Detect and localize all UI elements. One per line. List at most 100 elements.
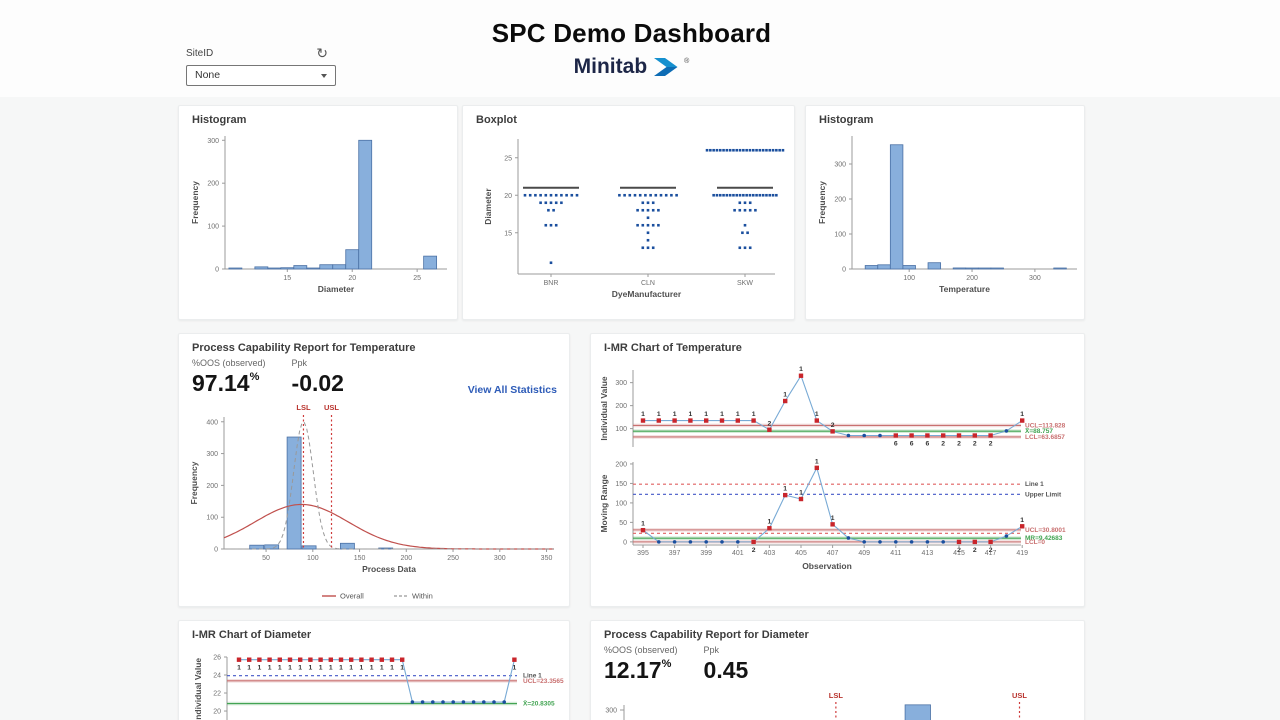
svg-text:6: 6	[894, 441, 898, 448]
refresh-icon[interactable]: ↻	[316, 45, 328, 61]
svg-text:1: 1	[258, 665, 262, 672]
svg-text:1: 1	[736, 411, 740, 418]
svg-text:1: 1	[349, 665, 353, 672]
svg-text:2: 2	[957, 547, 961, 554]
svg-text:100: 100	[615, 426, 627, 433]
svg-text:300: 300	[605, 708, 617, 715]
svg-text:100: 100	[206, 515, 218, 522]
svg-text:2: 2	[957, 441, 961, 448]
minitab-wordmark: Minitab	[573, 55, 648, 78]
oos-value: 97.14%	[192, 370, 260, 396]
svg-text:100: 100	[903, 275, 915, 282]
svg-text:1: 1	[278, 665, 282, 672]
siteid-filter: SiteID ↻ None	[186, 45, 336, 86]
svg-text:401: 401	[732, 550, 744, 557]
chevron-down-icon	[321, 74, 327, 78]
svg-text:Temperature: Temperature	[939, 284, 990, 294]
svg-text:X̄=20.8305: X̄=20.8305	[523, 699, 555, 708]
svg-text:50: 50	[619, 520, 627, 527]
svg-text:1: 1	[752, 411, 756, 418]
svg-text:Frequency: Frequency	[190, 181, 200, 224]
svg-text:300: 300	[207, 138, 219, 145]
svg-text:300: 300	[1029, 275, 1041, 282]
ppk-label: Ppk	[291, 358, 308, 368]
svg-text:1: 1	[513, 665, 517, 672]
minitab-logo-icon	[654, 58, 678, 76]
svg-text:2: 2	[768, 420, 772, 427]
svg-text:26: 26	[213, 655, 221, 662]
svg-text:1: 1	[689, 411, 693, 418]
histogram-temperature-card: Histogram 0 100 200 300 100 200 300 Frequency Te…	[805, 105, 1085, 320]
svg-text:405: 405	[795, 550, 807, 557]
svg-text:1: 1	[783, 392, 787, 399]
imr-temperature-card: I-MR Chart of Temperature 100 200 300 Indiv…	[590, 333, 1085, 607]
svg-text:Diameter: Diameter	[318, 284, 355, 294]
siteid-dropdown-value: None	[195, 69, 221, 81]
card-title: Histogram	[192, 114, 247, 126]
svg-text:Overall: Overall	[340, 592, 364, 601]
svg-text:UCL=23.3565: UCL=23.3565	[523, 678, 564, 685]
capability-stats: %OOS (observed) 97.14% Ppk -0.02	[192, 358, 344, 397]
svg-text:1: 1	[360, 665, 364, 672]
svg-text:LSL: LSL	[296, 403, 311, 412]
svg-text:2: 2	[941, 441, 945, 448]
oos-label: %OOS (observed)	[192, 358, 266, 368]
svg-text:Process Data: Process Data	[362, 564, 416, 574]
svg-text:1: 1	[657, 411, 661, 418]
svg-text:1: 1	[1020, 411, 1024, 418]
oos-stat: %OOS (observed) 97.14%	[192, 358, 266, 397]
histogram-diameter-card: Histogram 0 100 200 300 15 20 25 Frequency Diame…	[178, 105, 458, 320]
svg-text:Within: Within	[412, 592, 433, 601]
svg-text:USL: USL	[324, 403, 339, 412]
svg-text:Line 1: Line 1	[523, 673, 542, 680]
svg-text:6: 6	[910, 441, 914, 448]
svg-text:200: 200	[615, 403, 627, 410]
svg-text:200: 200	[207, 181, 219, 188]
svg-text:22: 22	[213, 691, 221, 698]
oos-stat: %OOS (observed) 12.17%	[604, 645, 678, 684]
svg-text:20: 20	[348, 275, 356, 282]
svg-text:395: 395	[637, 550, 649, 557]
svg-text:1: 1	[247, 665, 251, 672]
svg-text:LSL: LSL	[829, 691, 844, 700]
svg-text:1: 1	[831, 515, 835, 522]
svg-text:150: 150	[354, 555, 366, 562]
svg-text:200: 200	[834, 197, 846, 204]
svg-text:200: 200	[615, 461, 627, 468]
svg-text:1: 1	[390, 665, 394, 672]
svg-text:1: 1	[641, 411, 645, 418]
svg-text:1: 1	[783, 486, 787, 493]
svg-text:407: 407	[827, 550, 839, 557]
svg-text:399: 399	[700, 550, 712, 557]
svg-text:413: 413	[922, 550, 934, 557]
capability-stats: %OOS (observed) 12.17% Ppk 0.45	[604, 645, 748, 684]
ppk-value: 0.45	[703, 657, 749, 683]
page-title: SPC Demo Dashboard	[491, 18, 772, 48]
svg-text:20: 20	[504, 193, 512, 200]
svg-text:SKW: SKW	[737, 280, 753, 287]
imr-temperature-chart: 100 200 300 Individual Value UCL=113.828X̄=8…	[599, 366, 1066, 571]
histogram-temperature-chart: 0 100 200 300 100 200 300 Frequency Temperature	[817, 136, 1077, 294]
svg-text:1: 1	[237, 665, 241, 672]
svg-text:15: 15	[504, 230, 512, 237]
card-title: I-MR Chart of Temperature	[604, 342, 742, 354]
imr-diameter-card: I-MR Chart of Diameter 20 22 24 26 Individua…	[178, 620, 570, 720]
svg-text:BNR: BNR	[544, 280, 559, 287]
svg-text:25: 25	[504, 155, 512, 162]
oos-label: %OOS (observed)	[604, 645, 678, 655]
svg-text:300: 300	[615, 380, 627, 387]
svg-text:250: 250	[447, 555, 459, 562]
svg-text:100: 100	[307, 555, 319, 562]
ppk-label: Ppk	[703, 645, 720, 655]
svg-text:100: 100	[834, 232, 846, 239]
view-all-statistics-link[interactable]: View All Statistics	[467, 384, 557, 396]
svg-text:15: 15	[283, 275, 291, 282]
siteid-dropdown[interactable]: None	[186, 65, 336, 86]
svg-text:0: 0	[623, 539, 627, 546]
svg-text:24: 24	[213, 673, 221, 680]
svg-text:1: 1	[380, 665, 384, 672]
capability-temperature-card: Process Capability Report for Temperatur…	[178, 333, 570, 607]
svg-text:100: 100	[615, 500, 627, 507]
svg-text:LCL=0: LCL=0	[1025, 539, 1045, 546]
